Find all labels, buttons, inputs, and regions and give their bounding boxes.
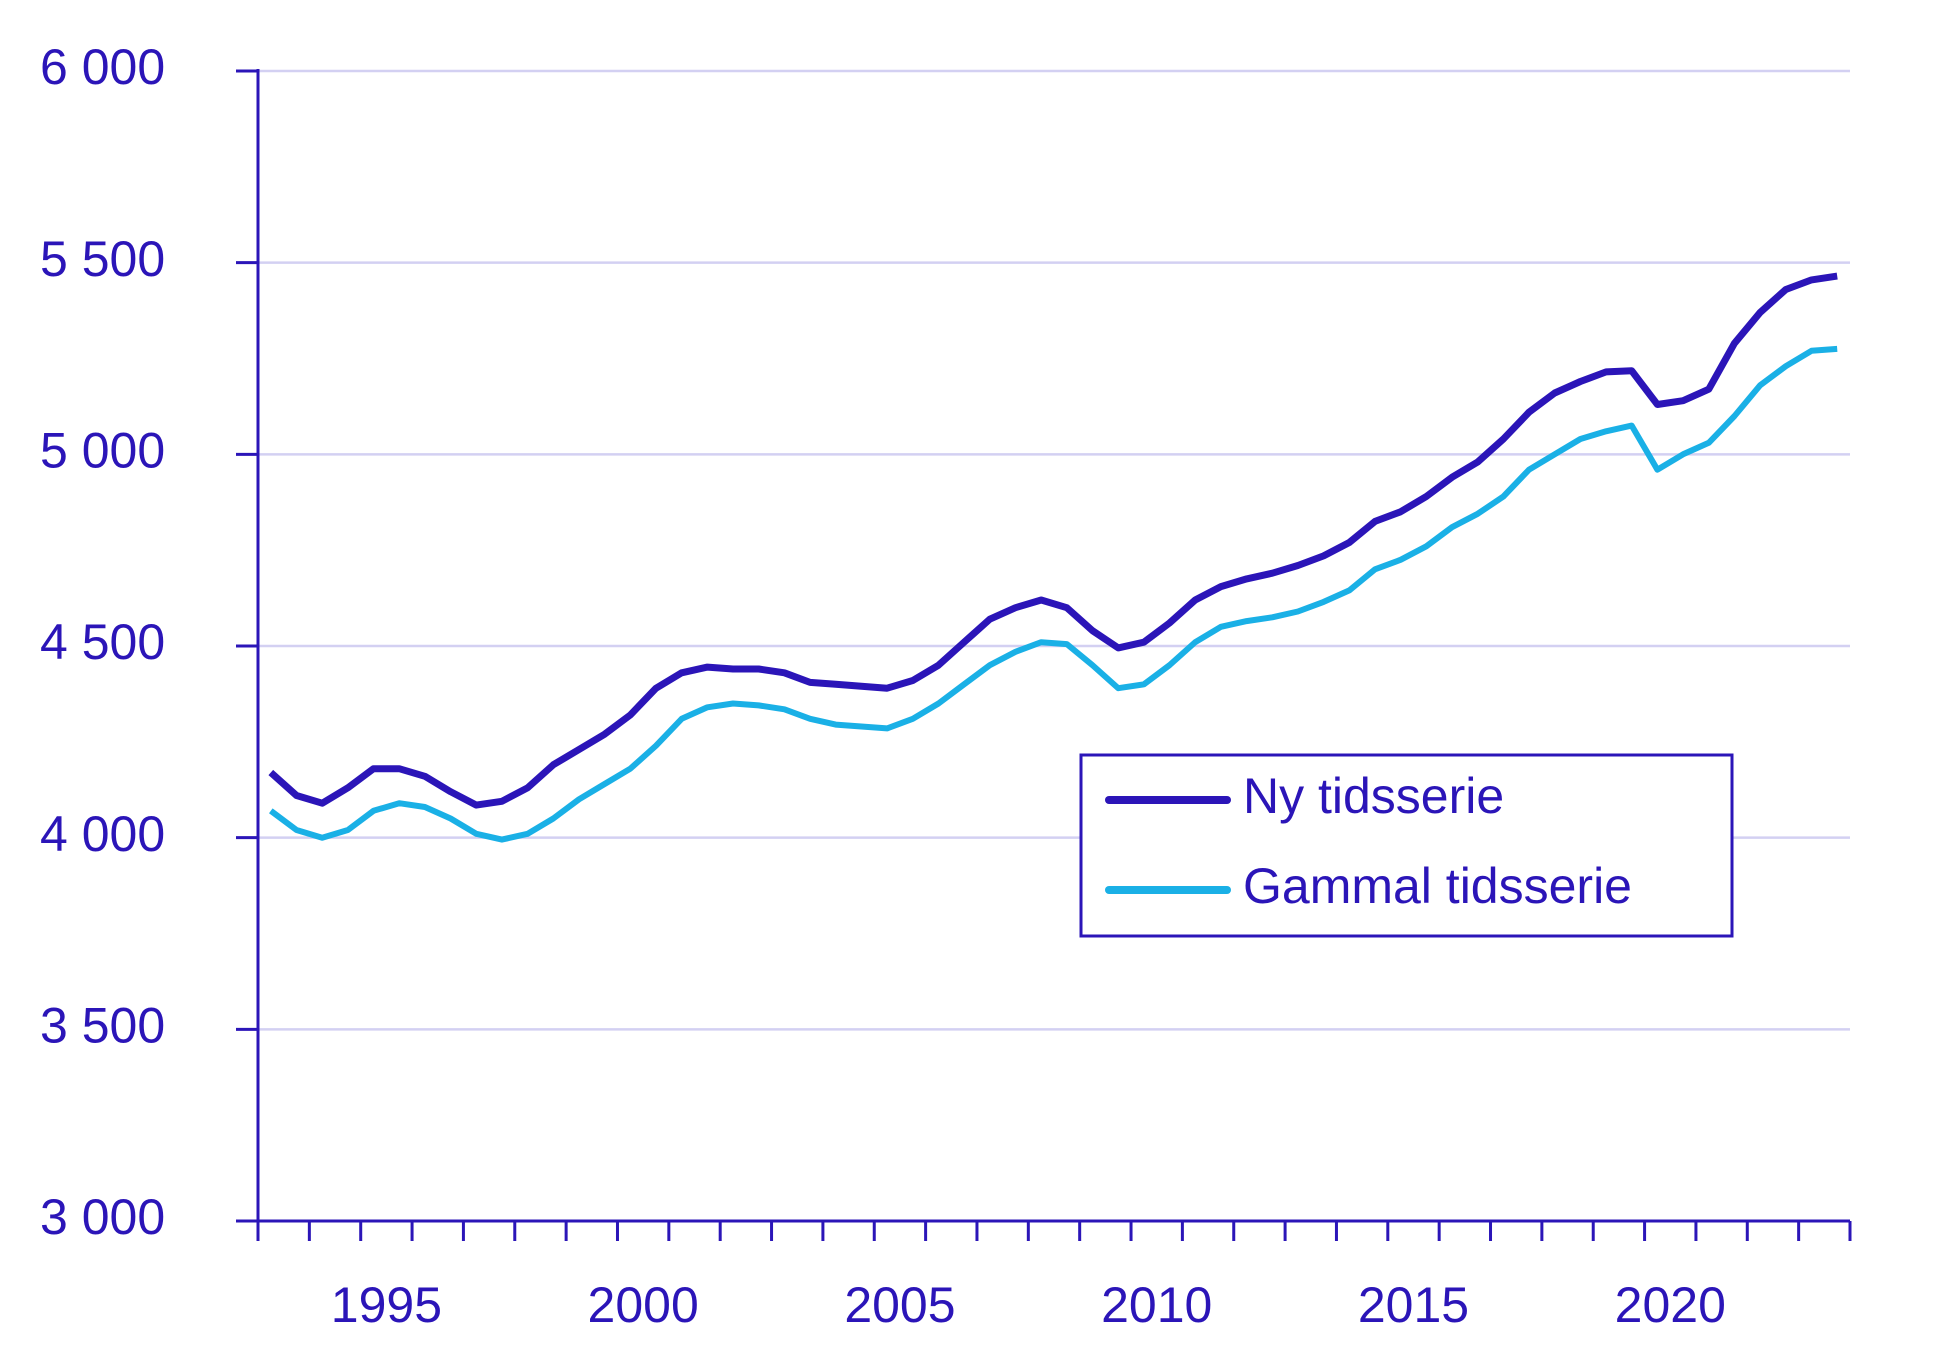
x-tick-label: 2010	[1101, 1277, 1212, 1333]
y-tick-label: 5 000	[40, 423, 165, 479]
x-tick-label: 2015	[1358, 1277, 1469, 1333]
y-tick-label: 4 500	[40, 614, 165, 670]
legend-label: Gammal tidsserie	[1243, 858, 1632, 914]
y-tick-label: 4 000	[40, 806, 165, 862]
y-tick-label: 3 000	[40, 1189, 165, 1245]
x-tick-label: 2000	[588, 1277, 699, 1333]
line	[269, 345, 1838, 843]
y-tick-label: 6 000	[40, 39, 165, 95]
x-tick-label: 2005	[844, 1277, 955, 1333]
x-tick-label: 1995	[331, 1277, 442, 1333]
line	[268, 272, 1838, 809]
legend-box	[1079, 753, 1734, 938]
y-tick-label: 3 500	[40, 998, 165, 1054]
y-tick-label: 5 500	[40, 231, 165, 287]
x-tick-label: 2020	[1615, 1277, 1726, 1333]
legend-label: Ny tidsserie	[1243, 768, 1504, 824]
